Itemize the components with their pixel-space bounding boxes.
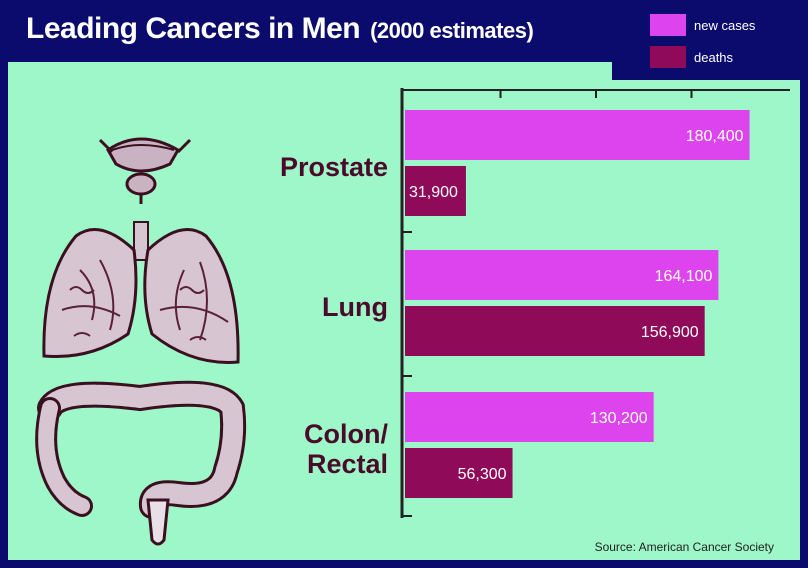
data-label-new-cases-0: 180,400 [686,128,744,145]
category-label-0: Prostate [280,152,388,182]
chart-title-main: Leading Cancers in Men [26,12,361,45]
legend: new cases deaths [612,0,808,80]
data-label-deaths-2: 56,300 [458,466,507,483]
chart-title: Leading Cancers in Men (2000 estimates) [26,12,534,46]
chart-subtitle: (2000 estimates) [370,18,534,43]
lungs-icon [42,221,240,364]
bar-new-cases-0 [405,110,750,160]
bar-deaths-2 [405,448,513,498]
data-label-new-cases-1: 164,100 [655,268,713,285]
bladder-prostate-icon [98,137,192,204]
source-note: Source: American Cancer Society [594,540,774,554]
data-label-deaths-0: 31,900 [409,184,458,201]
bar-new-cases-1 [405,250,719,300]
data-label-deaths-1: 156,900 [641,324,699,341]
legend-item-deaths: deaths [650,46,733,68]
category-label-2-line-0: Colon/ [304,419,388,449]
legend-label-new-cases: new cases [694,17,756,33]
legend-swatch-new-cases [650,14,686,36]
category-label-1: Lung [322,292,388,322]
title-bar: Leading Cancers in Men (2000 estimates) [0,0,612,62]
colon-icon [35,380,247,546]
bar-deaths-1 [405,306,705,356]
legend-item-new-cases: new cases [650,14,755,36]
legend-label-deaths: deaths [694,49,734,65]
bar-deaths-0 [405,166,466,216]
category-label-2-line-1: Rectal [307,449,388,479]
data-label-new-cases-2: 130,200 [590,410,648,427]
legend-swatch-deaths [650,46,686,68]
bar-new-cases-2 [405,392,654,442]
